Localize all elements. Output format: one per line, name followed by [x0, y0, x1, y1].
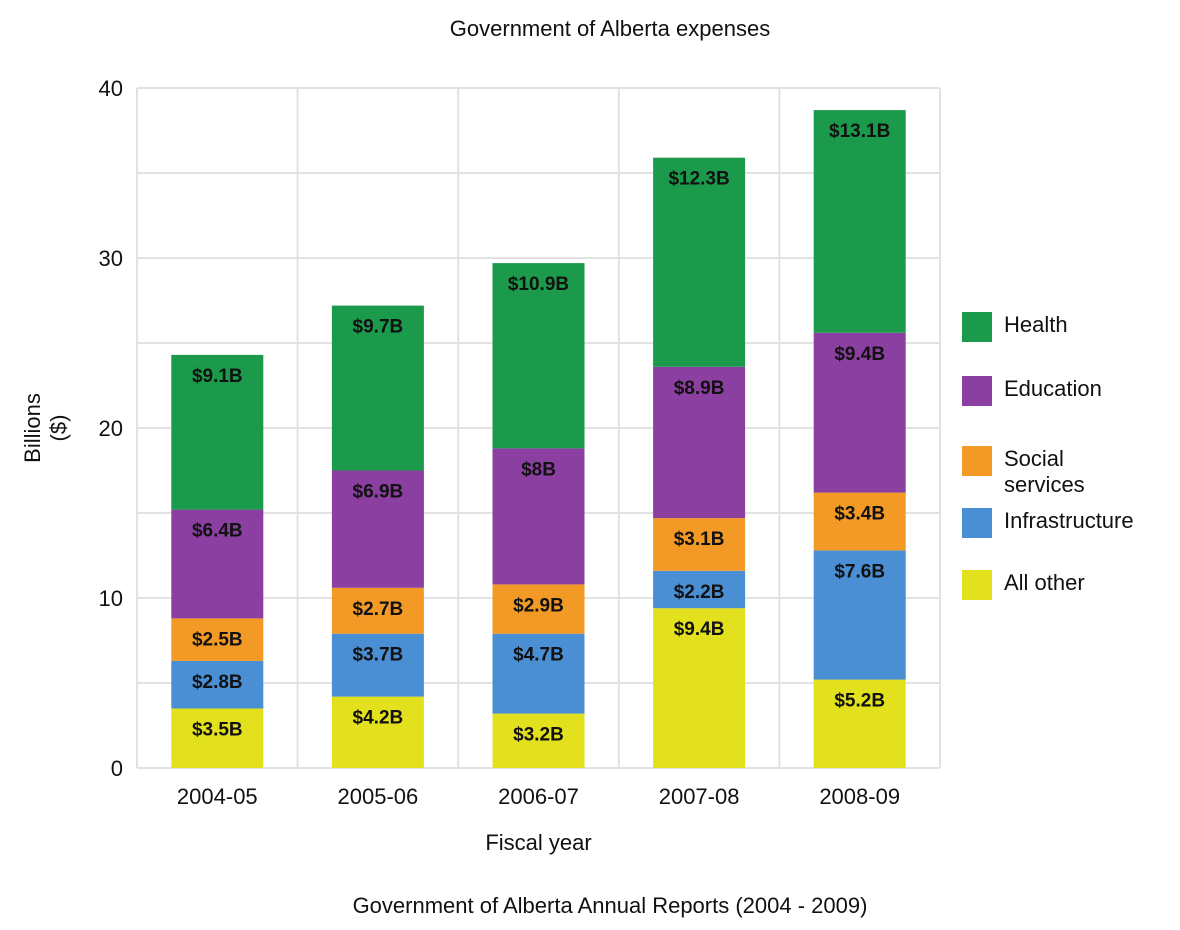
bar-segment-health	[171, 354, 264, 510]
bar-segment-infrastructure	[653, 570, 746, 609]
bar-segment-education	[653, 366, 746, 519]
data-label: $2.2B	[674, 582, 725, 603]
data-label: $9.4B	[834, 344, 885, 365]
data-label: $6.4B	[192, 521, 243, 542]
y-tick-label: 0	[111, 756, 123, 781]
data-label: $2.5B	[192, 629, 243, 650]
bar-segment-all-other	[331, 696, 424, 768]
legend-swatch	[962, 508, 992, 538]
bar-segment-infrastructure	[331, 633, 424, 697]
data-label: $2.7B	[353, 599, 404, 620]
y-tick-label: 20	[99, 416, 123, 441]
bar-segment-infrastructure	[171, 660, 264, 709]
legend-label: All other	[1004, 570, 1085, 595]
data-label: $4.2B	[353, 708, 404, 729]
bar-segment-all-other	[171, 708, 264, 768]
data-label: $13.1B	[829, 121, 890, 142]
data-label: $8.9B	[674, 378, 725, 399]
bar-segment-education	[492, 448, 585, 585]
bar-segment-social-services	[331, 587, 424, 634]
legend-swatch	[962, 446, 992, 476]
data-label: $5.2B	[834, 691, 885, 712]
x-axis-label: Fiscal year	[485, 830, 591, 855]
data-label: $9.4B	[674, 619, 725, 640]
legend-swatch	[962, 570, 992, 600]
legend-label: Education	[1004, 376, 1102, 401]
x-tick-label: 2006-07	[498, 784, 579, 809]
bar-segment-education	[813, 332, 906, 493]
bar-segment-health	[331, 305, 424, 471]
y-axis-label: Billions($)	[20, 393, 71, 463]
x-tick-label: 2008-09	[819, 784, 900, 809]
bar-segment-education	[171, 509, 264, 619]
legend-swatch	[962, 376, 992, 406]
y-tick-label: 10	[99, 586, 123, 611]
data-label: $6.9B	[353, 482, 404, 503]
bar-segment-health	[492, 263, 585, 449]
bar-segment-all-other	[492, 713, 585, 768]
legend-item: Social services	[962, 446, 1180, 498]
data-label: $3.1B	[674, 529, 725, 550]
bar-segment-infrastructure	[813, 550, 906, 680]
y-tick-label: 30	[99, 246, 123, 271]
legend-label: Infrastructure	[1004, 508, 1134, 533]
data-label: $4.7B	[513, 645, 564, 666]
data-label: $3.4B	[834, 504, 885, 525]
data-label: $8B	[521, 459, 556, 480]
bar-segment-social-services	[171, 618, 264, 661]
legend-item: All other	[962, 570, 1180, 600]
bar-segment-social-services	[653, 518, 746, 571]
x-tick-label: 2007-08	[659, 784, 740, 809]
bar-segment-health	[813, 110, 906, 333]
chart-title: Government of Alberta expenses	[449, 16, 771, 41]
data-label: $12.3B	[668, 169, 729, 190]
bar-segment-health	[653, 157, 746, 367]
x-tick-label: 2004-05	[177, 784, 258, 809]
data-label: $3.5B	[192, 720, 243, 741]
chart-source: Government of Alberta Annual Reports (20…	[352, 893, 868, 918]
bar-segment-education	[331, 470, 424, 588]
data-label: $9.7B	[353, 317, 404, 338]
bar-segment-social-services	[813, 492, 906, 551]
x-tick-label: 2005-06	[338, 784, 419, 809]
legend-swatch	[962, 312, 992, 342]
legend-item: Education	[962, 376, 1180, 406]
data-label: $3.7B	[353, 645, 404, 666]
y-tick-label: 40	[99, 76, 123, 101]
data-label: $9.1B	[192, 366, 243, 387]
legend-item: Infrastructure	[962, 508, 1180, 538]
legend-label: Social services	[1004, 446, 1085, 497]
data-label: $7.6B	[834, 561, 885, 582]
data-label: $2.9B	[513, 595, 564, 616]
data-label: $2.8B	[192, 672, 243, 693]
data-label: $10.9B	[508, 274, 569, 295]
legend-item: Health	[962, 312, 1180, 342]
bar-segment-social-services	[492, 584, 585, 634]
bar-segment-all-other	[653, 608, 746, 768]
bar-segment-all-other	[813, 679, 906, 768]
legend-label: Health	[1004, 312, 1068, 337]
bar-segment-infrastructure	[492, 633, 585, 714]
data-label: $3.2B	[513, 725, 564, 746]
